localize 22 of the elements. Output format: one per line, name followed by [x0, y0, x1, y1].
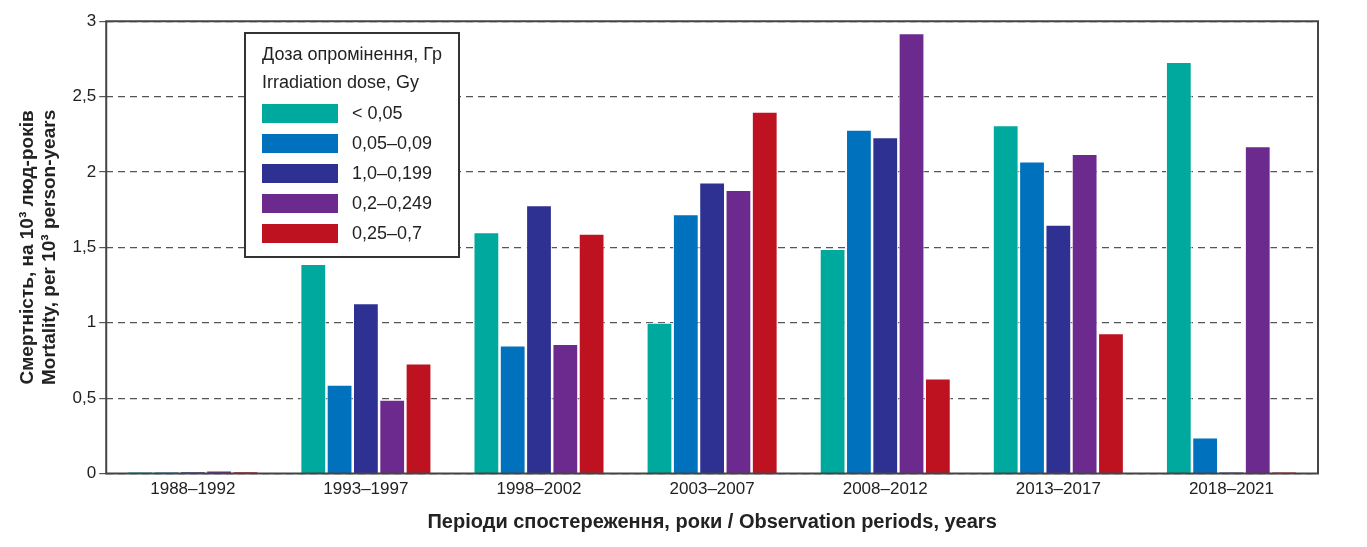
legend-label: 1,0–0,199: [352, 162, 433, 184]
x-tick-label: 2008–2012: [842, 479, 928, 499]
legend-title: Доза опромінення, Гр Irradiation dose, Gy: [262, 43, 442, 94]
legend-label: 0,25–0,7: [352, 222, 423, 244]
y-tick-label: 0,5: [72, 387, 97, 407]
y-tick-label: 2: [86, 161, 97, 181]
y-tick-label: 0: [86, 463, 97, 483]
x-axis-title: Періоди спостереження, роки / Observation periods, years: [427, 509, 997, 532]
legend-label: 0,05–0,09: [352, 132, 433, 154]
x-tick-label: 1988–1992: [150, 479, 236, 499]
y-tick-label: 1: [86, 312, 97, 332]
y-tick-label: 3: [86, 10, 97, 30]
legend-label: 0,2–0,249: [352, 192, 433, 214]
x-tick-label: 1993–1997: [323, 479, 409, 499]
legend-label: < 0,05: [352, 102, 403, 124]
y-tick-label: 2,5: [72, 86, 97, 106]
x-tick-label: 2013–2017: [1015, 479, 1101, 499]
x-tick-label: 2003–2007: [669, 479, 755, 499]
y-axis-title: Смертність, на 10³ люд-років Mortality, per 10³ person-years: [15, 109, 60, 386]
x-tick-label: 2018–2021: [1188, 479, 1274, 499]
y-tick-label: 1,5: [72, 237, 97, 257]
x-tick-label: 1998–2002: [496, 479, 582, 499]
